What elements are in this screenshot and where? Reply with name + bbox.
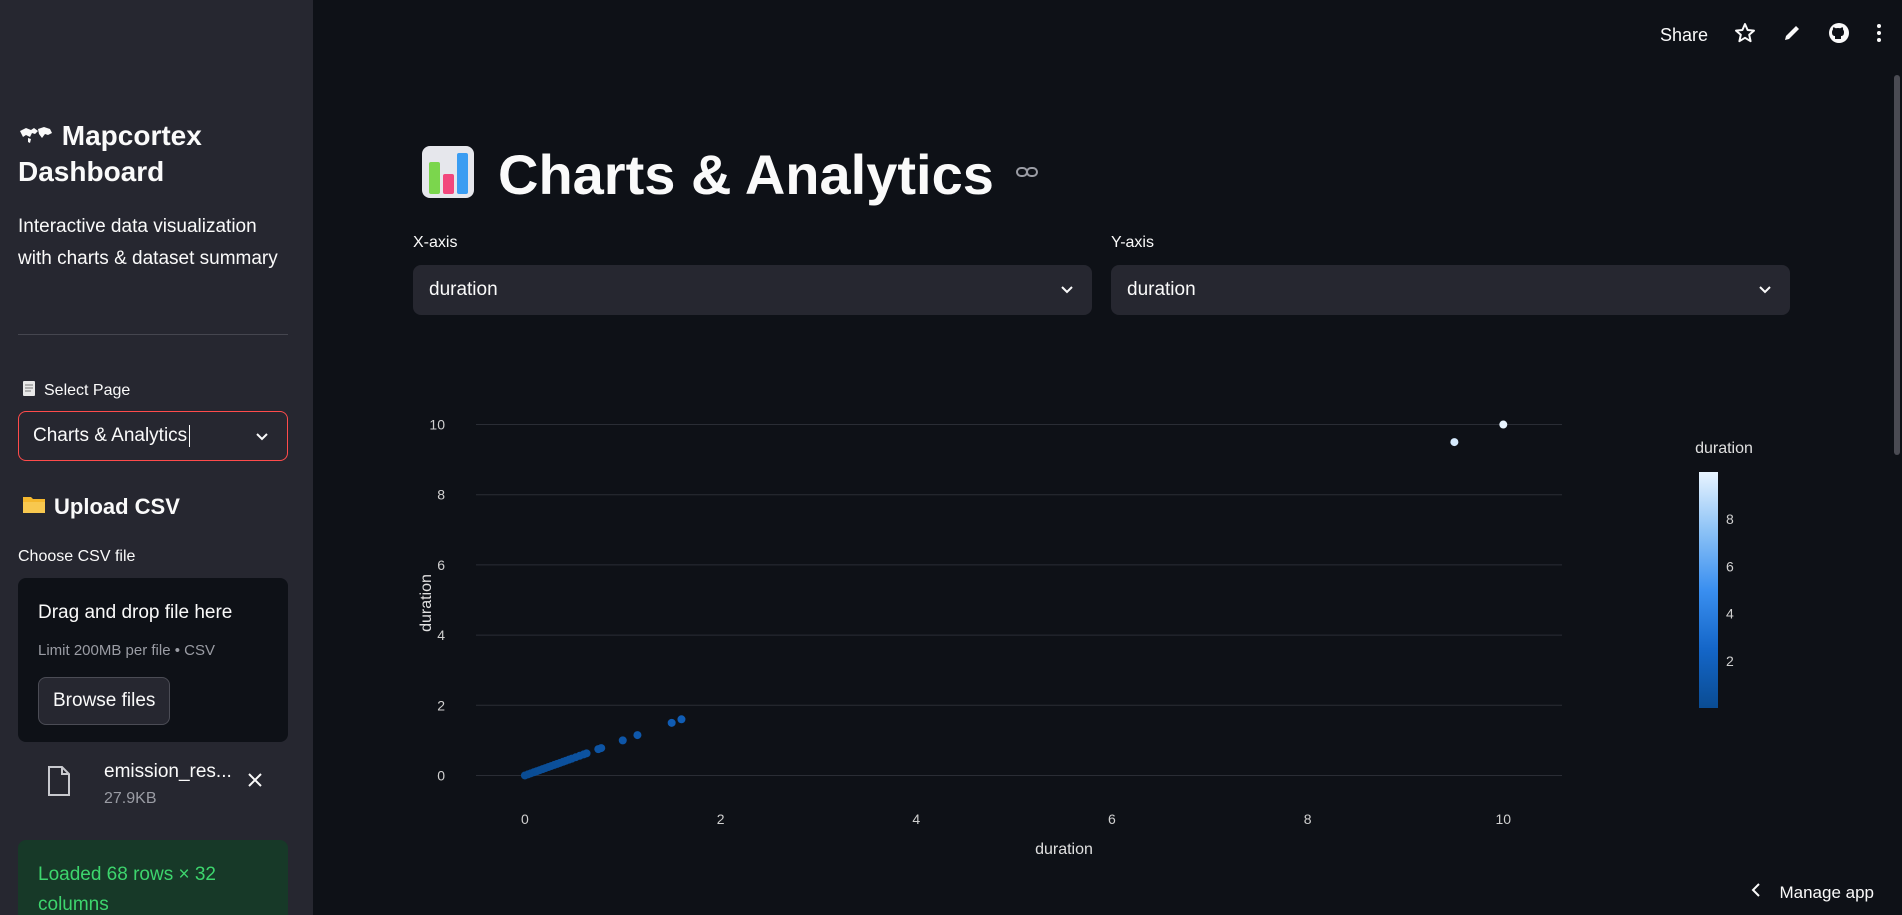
page-select-value: Charts & Analytics	[33, 425, 188, 446]
sidebar-title: Mapcortex Dashboard	[18, 120, 202, 187]
more-menu-icon[interactable]	[1876, 23, 1882, 48]
x-tick-label: 8	[1304, 811, 1312, 827]
edit-icon[interactable]	[1782, 23, 1802, 48]
file-size: 27.9KB	[104, 790, 157, 807]
data-point[interactable]	[633, 731, 642, 740]
y-tick-label: 6	[437, 557, 445, 573]
y-tick-label: 0	[437, 767, 445, 783]
sidebar: Mapcortex Dashboard Interactive data vis…	[0, 0, 313, 915]
file-dropzone[interactable]: Drag and drop file here Limit 200MB per …	[18, 578, 288, 742]
share-button[interactable]: Share	[1659, 25, 1708, 45]
y-tick-label: 2	[437, 697, 445, 713]
data-point[interactable]	[597, 744, 606, 753]
data-point[interactable]	[1450, 438, 1459, 447]
data-point[interactable]	[677, 715, 686, 724]
sidebar-divider	[18, 334, 288, 335]
page-title: Charts & Analytics	[498, 143, 994, 206]
file-name: emission_res...	[104, 761, 232, 782]
sidebar-title-block: Mapcortex Dashboard	[18, 118, 288, 190]
page-select[interactable]: Charts & Analytics	[18, 411, 288, 461]
y-axis-label: Y-axis	[1111, 234, 1154, 251]
star-icon[interactable]	[1734, 22, 1756, 49]
colorbar-title: duration	[1695, 440, 1753, 457]
y-axis-value: duration	[1127, 279, 1196, 300]
data-point[interactable]	[618, 736, 627, 745]
scatter-chart[interactable]: 0 2 4 6 8 10 0 2 4 6 8 10 duration duration durati…	[400, 360, 1780, 870]
y-tick-label: 10	[429, 417, 445, 433]
colorbar	[1699, 472, 1718, 708]
x-tick-label: 4	[912, 811, 920, 827]
y-tick-label: 4	[437, 627, 445, 643]
x-tick-label: 10	[1496, 811, 1512, 827]
colorbar-tick-label: 4	[1726, 606, 1734, 622]
world-map-icon	[18, 120, 62, 151]
x-axis-select[interactable]: duration	[413, 265, 1092, 315]
dropzone-limit: Limit 200MB per file • CSV	[38, 642, 215, 659]
page-title-row: Charts & Analytics	[420, 142, 1038, 207]
browse-files-button[interactable]: Browse files	[38, 677, 171, 725]
chevron-down-icon	[1058, 280, 1076, 304]
x-axis-label: X-axis	[413, 234, 458, 251]
top-toolbar: Share	[1660, 22, 1882, 49]
data-point[interactable]	[667, 718, 676, 727]
file-icon	[46, 765, 72, 802]
y-axis-select[interactable]: duration	[1111, 265, 1790, 315]
data-point[interactable]	[582, 749, 591, 758]
chevron-down-icon	[253, 427, 271, 451]
choose-csv-label: Choose CSV file	[18, 548, 136, 565]
x-tick-label: 6	[1108, 811, 1116, 827]
x-tick-label: 0	[521, 811, 529, 827]
remove-file-icon[interactable]	[246, 771, 264, 794]
github-icon[interactable]	[1828, 22, 1850, 49]
link-icon[interactable]	[1015, 165, 1038, 184]
manage-app-label: Manage app	[1779, 882, 1874, 902]
colorbar-tick-label: 6	[1726, 558, 1734, 574]
x-tick-label: 2	[717, 811, 725, 827]
x-axis-title: duration	[1035, 841, 1093, 858]
chevron-left-icon	[1751, 882, 1761, 903]
upload-heading: Upload CSV	[54, 494, 180, 519]
folder-icon	[22, 494, 46, 520]
manage-app-button[interactable]: Manage app	[1751, 882, 1874, 903]
chevron-down-icon	[1756, 280, 1774, 304]
colorbar-tick-label: 8	[1726, 511, 1734, 527]
uploaded-file: emission_res... 27.9KB	[46, 759, 288, 819]
select-page-label: Select Page	[44, 382, 131, 399]
upload-heading-row: Upload CSV	[22, 494, 180, 520]
dropzone-title: Drag and drop file here	[38, 602, 233, 623]
y-axis-title: duration	[418, 574, 435, 632]
x-axis-value: duration	[429, 279, 498, 300]
data-point[interactable]	[1499, 420, 1508, 429]
bar-chart-icon	[420, 144, 476, 205]
status-message: Loaded 68 rows × 32 columns	[18, 840, 288, 915]
page-icon	[22, 380, 36, 402]
text-cursor	[189, 425, 191, 447]
y-tick-label: 8	[437, 487, 445, 503]
sidebar-description: Interactive data visualization with char…	[18, 216, 278, 269]
scrollbar[interactable]	[1894, 75, 1900, 455]
select-page-label-row: Select Page	[22, 380, 130, 402]
colorbar-tick-label: 2	[1726, 653, 1734, 669]
